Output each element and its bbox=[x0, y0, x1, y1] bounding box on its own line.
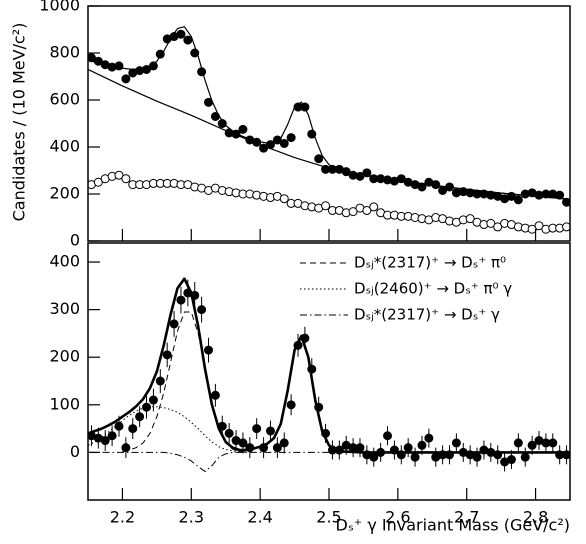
data-point bbox=[513, 195, 523, 205]
curve bbox=[88, 26, 570, 200]
data-point bbox=[555, 190, 565, 200]
data-point bbox=[527, 440, 537, 450]
legend-label: Dₛⱼ*(2317)⁺ → Dₛ⁺ γ bbox=[354, 306, 500, 324]
data-point bbox=[176, 295, 186, 305]
data-point bbox=[155, 376, 165, 386]
data-point bbox=[513, 438, 523, 448]
x-tick-label: 2.2 bbox=[110, 508, 135, 527]
y-tick-label: 600 bbox=[49, 90, 80, 109]
data-point bbox=[562, 222, 570, 232]
data-point bbox=[506, 455, 516, 465]
y-tick-label: 0 bbox=[70, 442, 80, 461]
data-point bbox=[252, 424, 262, 434]
y-tick-label: 400 bbox=[49, 137, 80, 156]
data-point bbox=[114, 421, 124, 431]
data-point bbox=[534, 221, 544, 231]
data-point bbox=[417, 440, 427, 450]
data-point bbox=[224, 428, 234, 438]
y-tick-label: 200 bbox=[49, 347, 80, 366]
data-point bbox=[383, 431, 393, 441]
data-point bbox=[142, 402, 152, 412]
data-point bbox=[93, 177, 103, 187]
data-point bbox=[286, 133, 296, 143]
data-point bbox=[176, 29, 186, 39]
plot-area bbox=[88, 26, 570, 234]
curve bbox=[88, 406, 247, 453]
y-tick-label: 100 bbox=[49, 394, 80, 413]
data-point bbox=[286, 400, 296, 410]
data-point bbox=[493, 222, 503, 232]
legend-label: Dₛⱼ*(2317)⁺ → Dₛ⁺ π⁰ bbox=[354, 254, 506, 272]
data-point bbox=[424, 433, 434, 443]
data-point bbox=[562, 197, 570, 207]
data-point bbox=[314, 154, 324, 164]
y-tick-label: 0 bbox=[70, 231, 80, 250]
legend-label: Dₛⱼ(2460)⁺ → Dₛ⁺ π⁰ γ bbox=[354, 280, 512, 298]
data-point bbox=[238, 124, 248, 134]
data-point bbox=[121, 74, 131, 84]
data-point bbox=[121, 443, 131, 453]
y-tick-label: 400 bbox=[49, 252, 80, 271]
y-tick-label: 800 bbox=[49, 43, 80, 62]
data-point bbox=[403, 443, 413, 453]
data-point bbox=[183, 35, 193, 45]
data-point bbox=[369, 452, 379, 462]
data-point bbox=[279, 194, 289, 204]
plot-area bbox=[88, 277, 570, 472]
data-point bbox=[238, 438, 248, 448]
data-point bbox=[204, 345, 213, 355]
y-tick-label: 200 bbox=[49, 184, 80, 203]
x-tick-label: 2.8 bbox=[523, 508, 548, 527]
curve bbox=[122, 311, 247, 453]
data-point bbox=[265, 426, 275, 436]
curve bbox=[88, 451, 570, 472]
data-point bbox=[272, 443, 282, 453]
data-point bbox=[148, 61, 158, 71]
curve bbox=[88, 68, 570, 200]
data-point bbox=[548, 438, 558, 448]
data-point bbox=[210, 390, 220, 400]
data-point bbox=[162, 350, 172, 360]
y-axis-label: Candidates / (10 MeV/c²) bbox=[10, 23, 29, 222]
y-tick-label: 300 bbox=[49, 299, 80, 318]
data-point bbox=[362, 205, 372, 215]
data-point bbox=[417, 182, 427, 192]
y-tick-label: 1000 bbox=[39, 0, 80, 15]
data-point bbox=[321, 201, 331, 211]
data-point bbox=[135, 412, 145, 422]
data-point bbox=[148, 395, 158, 405]
x-tick-label: 2.4 bbox=[247, 508, 272, 527]
data-point bbox=[451, 438, 461, 448]
data-point bbox=[121, 174, 131, 184]
data-point bbox=[465, 214, 475, 224]
data-point bbox=[169, 319, 179, 329]
x-tick-label: 2.7 bbox=[454, 508, 479, 527]
data-point bbox=[369, 202, 379, 212]
x-tick-label: 2.6 bbox=[385, 508, 410, 527]
data-point bbox=[128, 424, 138, 434]
x-axis-label: Dₛ⁺ γ Invariant Mass (GeV/c²) bbox=[336, 516, 570, 535]
data-point bbox=[279, 438, 289, 448]
data-point bbox=[410, 452, 420, 462]
data-point bbox=[520, 452, 530, 462]
data-point bbox=[217, 119, 227, 128]
data-point bbox=[197, 305, 207, 315]
data-point bbox=[279, 138, 289, 148]
x-tick-label: 2.3 bbox=[179, 508, 204, 527]
data-point bbox=[107, 431, 117, 441]
data-point bbox=[100, 436, 110, 446]
x-tick-label: 2.5 bbox=[316, 508, 341, 527]
data-point bbox=[486, 218, 496, 228]
data-point bbox=[472, 452, 482, 462]
data-point bbox=[355, 443, 365, 453]
data-point bbox=[114, 170, 124, 180]
data-point bbox=[348, 207, 358, 217]
